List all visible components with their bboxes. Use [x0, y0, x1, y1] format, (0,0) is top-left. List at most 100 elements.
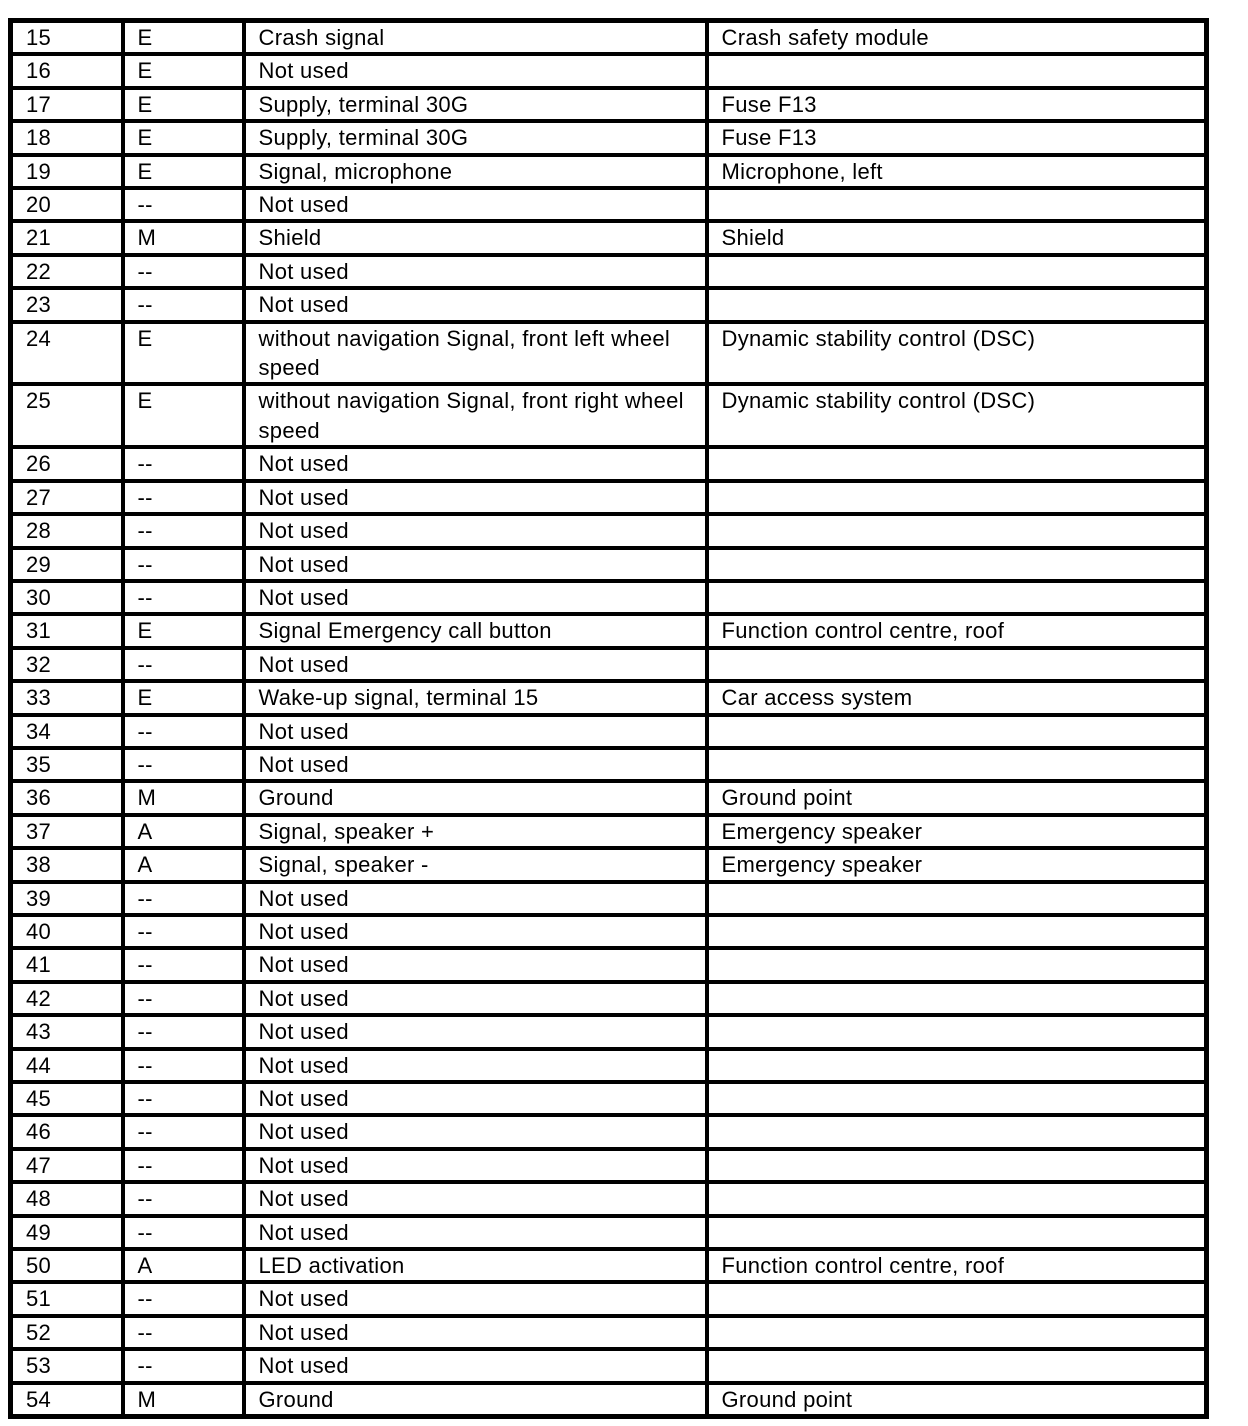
type-cell: -- — [120, 1180, 246, 1218]
type-cell: -- — [120, 1079, 246, 1118]
description-cell: Not used — [241, 1013, 709, 1051]
connected-to-cell — [704, 979, 1209, 1018]
pin-cell: 33 — [8, 679, 125, 717]
table-row: 30 -- Not used — [8, 578, 1209, 617]
type-cell: -- — [120, 1146, 246, 1185]
description-cell: Not used — [241, 1046, 709, 1085]
table-row: 33 E Wake-up signal, terminal 15 Car access… — [8, 679, 1209, 717]
description-cell: Wake-up signal, terminal 15 — [241, 679, 709, 717]
type-cell: A — [120, 846, 246, 884]
connected-to-cell — [704, 578, 1209, 617]
pin-cell: 40 — [8, 912, 125, 951]
connected-to-cell: Crash safety module — [704, 18, 1209, 57]
connected-to-cell — [704, 645, 1209, 684]
connected-to-cell — [704, 1046, 1209, 1085]
table-row: 27 -- Not used — [8, 478, 1209, 517]
description-cell: Signal, microphone — [241, 152, 709, 191]
table-row: 37 A Signal, speaker + Emergency speaker — [8, 812, 1209, 851]
table-row: 41 -- Not used — [8, 946, 1209, 984]
type-cell: -- — [120, 1213, 246, 1252]
type-cell: E — [120, 612, 246, 650]
connected-to-cell — [704, 1313, 1209, 1352]
type-cell: -- — [120, 745, 246, 784]
table-row: 42 -- Not used — [8, 979, 1209, 1018]
table-row: 39 -- Not used — [8, 879, 1209, 917]
connected-to-cell: Ground point — [704, 1380, 1209, 1419]
description-cell: Not used — [241, 512, 709, 550]
connected-to-cell — [704, 252, 1209, 291]
table-row: 21 M Shield Shield — [8, 219, 1209, 257]
description-cell: Not used — [241, 712, 709, 750]
type-cell: -- — [120, 578, 246, 617]
type-cell: -- — [120, 286, 246, 324]
type-cell: A — [120, 812, 246, 851]
type-cell: -- — [120, 879, 246, 917]
description-cell: Not used — [241, 1280, 709, 1318]
connected-to-cell: Dynamic stability control (DSC) — [704, 382, 1209, 450]
pin-cell: 34 — [8, 712, 125, 750]
description-cell: Not used — [241, 478, 709, 517]
pin-cell: 24 — [8, 319, 125, 387]
pin-cell: 45 — [8, 1079, 125, 1118]
type-cell: -- — [120, 979, 246, 1018]
type-cell: E — [120, 382, 246, 450]
table-row: 53 -- Not used — [8, 1347, 1209, 1385]
pin-cell: 36 — [8, 779, 125, 817]
connected-to-cell — [704, 512, 1209, 550]
pin-cell: 20 — [8, 186, 125, 224]
type-cell: E — [120, 319, 246, 387]
description-cell: Signal, speaker - — [241, 846, 709, 884]
table-row: 28 -- Not used — [8, 512, 1209, 550]
connected-to-cell — [704, 286, 1209, 324]
connected-to-cell — [704, 1180, 1209, 1218]
table-row: 20 -- Not used — [8, 186, 1209, 224]
description-cell: without navigation Signal, front left wh… — [241, 319, 709, 387]
type-cell: A — [120, 1247, 246, 1285]
pin-cell: 54 — [8, 1380, 125, 1419]
pin-cell: 31 — [8, 612, 125, 650]
connected-to-cell — [704, 745, 1209, 784]
description-cell: Not used — [241, 979, 709, 1018]
pin-assignment-table: 15 E Crash signal Crash safety module 16 E Not… — [8, 18, 1209, 1420]
pin-cell: 23 — [8, 286, 125, 324]
description-cell: Supply, terminal 30G — [241, 85, 709, 124]
description-cell: LED activation — [241, 1247, 709, 1285]
description-cell: Not used — [241, 186, 709, 224]
connected-to-cell — [704, 545, 1209, 583]
description-cell: Not used — [241, 1347, 709, 1385]
type-cell: -- — [120, 712, 246, 750]
description-cell: Not used — [241, 545, 709, 583]
description-cell: Not used — [241, 1079, 709, 1118]
connected-to-cell: Microphone, left — [704, 152, 1209, 191]
description-cell: Not used — [241, 1313, 709, 1352]
description-cell: Not used — [241, 52, 709, 90]
pin-cell: 17 — [8, 85, 125, 124]
table-row: 52 -- Not used — [8, 1313, 1209, 1352]
table-row: 44 -- Not used — [8, 1046, 1209, 1085]
table-row: 38 A Signal, speaker - Emergency speaker — [8, 846, 1209, 884]
description-cell: Not used — [241, 912, 709, 951]
connected-to-cell: Car access system — [704, 679, 1209, 717]
pin-cell: 44 — [8, 1046, 125, 1085]
connected-to-cell: Ground point — [704, 779, 1209, 817]
type-cell: E — [120, 85, 246, 124]
type-cell: E — [120, 679, 246, 717]
description-cell: Not used — [241, 578, 709, 617]
type-cell: M — [120, 1380, 246, 1419]
pin-cell: 51 — [8, 1280, 125, 1318]
table-row: 45 -- Not used — [8, 1079, 1209, 1118]
pin-cell: 43 — [8, 1013, 125, 1051]
type-cell: -- — [120, 1046, 246, 1085]
type-cell: -- — [120, 1347, 246, 1385]
table-row: 50 A LED activation Function control centre… — [8, 1247, 1209, 1285]
connected-to-cell: Fuse F13 — [704, 119, 1209, 157]
type-cell: E — [120, 119, 246, 157]
description-cell: Ground — [241, 1380, 709, 1419]
table-row: 51 -- Not used — [8, 1280, 1209, 1318]
description-cell: Supply, terminal 30G — [241, 119, 709, 157]
table-row: 34 -- Not used — [8, 712, 1209, 750]
pin-cell: 49 — [8, 1213, 125, 1252]
pin-cell: 29 — [8, 545, 125, 583]
